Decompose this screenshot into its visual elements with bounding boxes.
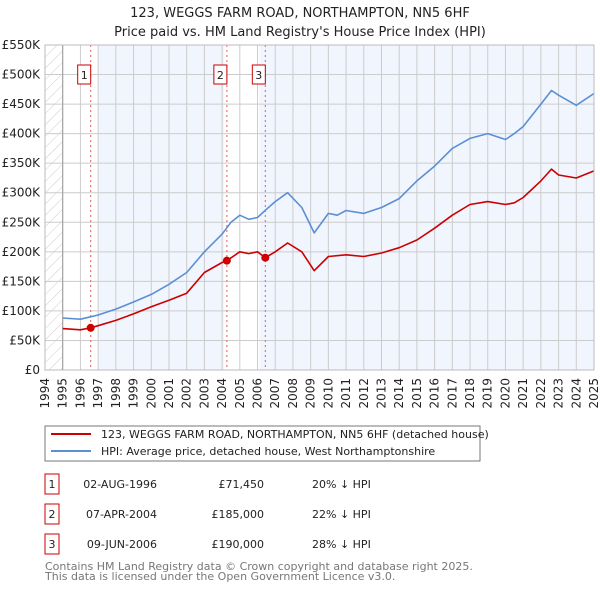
x-tick-label: 1995 — [56, 378, 70, 409]
row-number: 2 — [49, 508, 56, 521]
sale-label: 2 — [217, 69, 224, 82]
row-number-box — [44, 503, 60, 525]
footer-copyright: Contains HM Land Registry data © Crown c… — [45, 560, 473, 573]
hpi-difference: 22% ↓ HPI — [312, 508, 371, 521]
x-tick-label: 2007 — [268, 378, 282, 409]
sale-price: £190,000 — [212, 538, 265, 551]
x-tick-label: 2009 — [304, 378, 318, 409]
y-tick-label: £500K — [2, 68, 42, 82]
sale-price: £71,450 — [219, 478, 265, 491]
hpi-difference: 28% ↓ HPI — [312, 538, 371, 551]
y-tick-label: £50K — [9, 333, 41, 347]
x-tick-label: 1997 — [91, 378, 105, 409]
x-tick-label: 2011 — [339, 378, 353, 409]
x-tick-label: 2021 — [516, 378, 530, 409]
row-number: 1 — [49, 478, 56, 491]
x-tick-label: 2016 — [428, 378, 442, 409]
y-tick-label: £350K — [2, 156, 42, 170]
chart-subtitle: Price paid vs. HM Land Registry's House … — [114, 25, 486, 40]
hpi-difference: 20% ↓ HPI — [312, 478, 371, 491]
x-tick-label: 2010 — [321, 378, 335, 409]
shaded-range — [259, 45, 594, 370]
y-tick-label: £0 — [25, 363, 40, 377]
chart-title: 123, WEGGS FARM ROAD, NORTHAMPTON, NN5 6… — [130, 6, 470, 21]
x-tick-label: 2013 — [374, 378, 388, 409]
sale-point — [222, 256, 231, 265]
x-tick-label: 2014 — [392, 378, 406, 409]
sales-table: 1 02-AUG-1996 £71,450 20% ↓ HPI 2 07-APR-2004… — [44, 473, 371, 555]
x-tick-label: 1998 — [109, 378, 123, 409]
y-tick-label: £400K — [2, 127, 42, 141]
row-number-box — [44, 473, 60, 495]
x-tick-label: 2002 — [180, 378, 194, 409]
x-tick-label: 2006 — [251, 378, 265, 409]
table-row: 2 07-APR-2004 £185,000 22% ↓ HPI — [44, 503, 371, 525]
x-tick-label: 2024 — [569, 378, 583, 409]
sale-label: 1 — [81, 69, 88, 82]
y-tick-label: £300K — [2, 186, 42, 200]
x-tick-label: 2015 — [410, 378, 424, 409]
y-tick-label: £150K — [2, 274, 42, 288]
sale-price: £185,000 — [212, 508, 265, 521]
sale-point — [86, 323, 95, 332]
x-tick-label: 2000 — [144, 378, 158, 409]
sale-label-box — [77, 64, 92, 85]
shaded-range — [98, 45, 224, 370]
hpi-line — [62, 89, 595, 321]
no-data-hatch — [45, 45, 63, 370]
legend-label-hpi: HPI: Average price, detached house, West… — [101, 445, 435, 458]
x-tick-label: 2008 — [286, 378, 300, 409]
sale-point — [261, 253, 270, 262]
x-tick-label: 1999 — [127, 378, 141, 409]
x-tick-label: 2023 — [552, 378, 566, 409]
x-tick-label: 2012 — [357, 378, 371, 409]
y-tick-label: £100K — [2, 304, 42, 318]
x-tick-label: 2018 — [463, 378, 477, 409]
x-tick-label: 2022 — [534, 378, 548, 409]
footer-licence: This data is licensed under the Open Gov… — [44, 570, 395, 583]
x-tick-label: 2001 — [162, 378, 176, 409]
x-tick-label: 2017 — [445, 378, 459, 409]
sale-label-box — [251, 64, 266, 85]
property-price-line — [62, 168, 595, 331]
y-tick-label: £250K — [2, 215, 42, 229]
x-tick-label: 2003 — [197, 378, 211, 409]
row-number: 3 — [49, 538, 56, 551]
x-tick-label: 2025 — [587, 378, 600, 409]
sale-date: 09-JUN-2006 — [87, 538, 157, 551]
table-row: 3 09-JUN-2006 £190,000 28% ↓ HPI — [44, 533, 371, 555]
plot-border — [44, 44, 595, 371]
x-tick-label: 2019 — [481, 378, 495, 409]
sale-label-box — [213, 64, 228, 85]
x-tick-label: 1996 — [73, 378, 87, 409]
sale-label: 3 — [255, 69, 262, 82]
table-row: 1 02-AUG-1996 £71,450 20% ↓ HPI — [44, 473, 371, 495]
sale-date: 02-AUG-1996 — [83, 478, 157, 491]
y-tick-label: £200K — [2, 245, 42, 259]
y-tick-label: £550K — [2, 38, 42, 52]
sale-date: 07-APR-2004 — [86, 508, 157, 521]
legend: 123, WEGGS FARM ROAD, NORTHAMPTON, NN5 6… — [44, 425, 489, 462]
legend-label-property: 123, WEGGS FARM ROAD, NORTHAMPTON, NN5 6… — [101, 428, 489, 441]
y-tick-label: £450K — [2, 97, 42, 111]
row-number-box — [44, 533, 60, 555]
x-tick-label: 2005 — [233, 378, 247, 409]
x-tick-label: 2004 — [215, 378, 229, 409]
x-tick-label: 2020 — [498, 378, 512, 409]
x-tick-label: 1994 — [38, 378, 52, 409]
